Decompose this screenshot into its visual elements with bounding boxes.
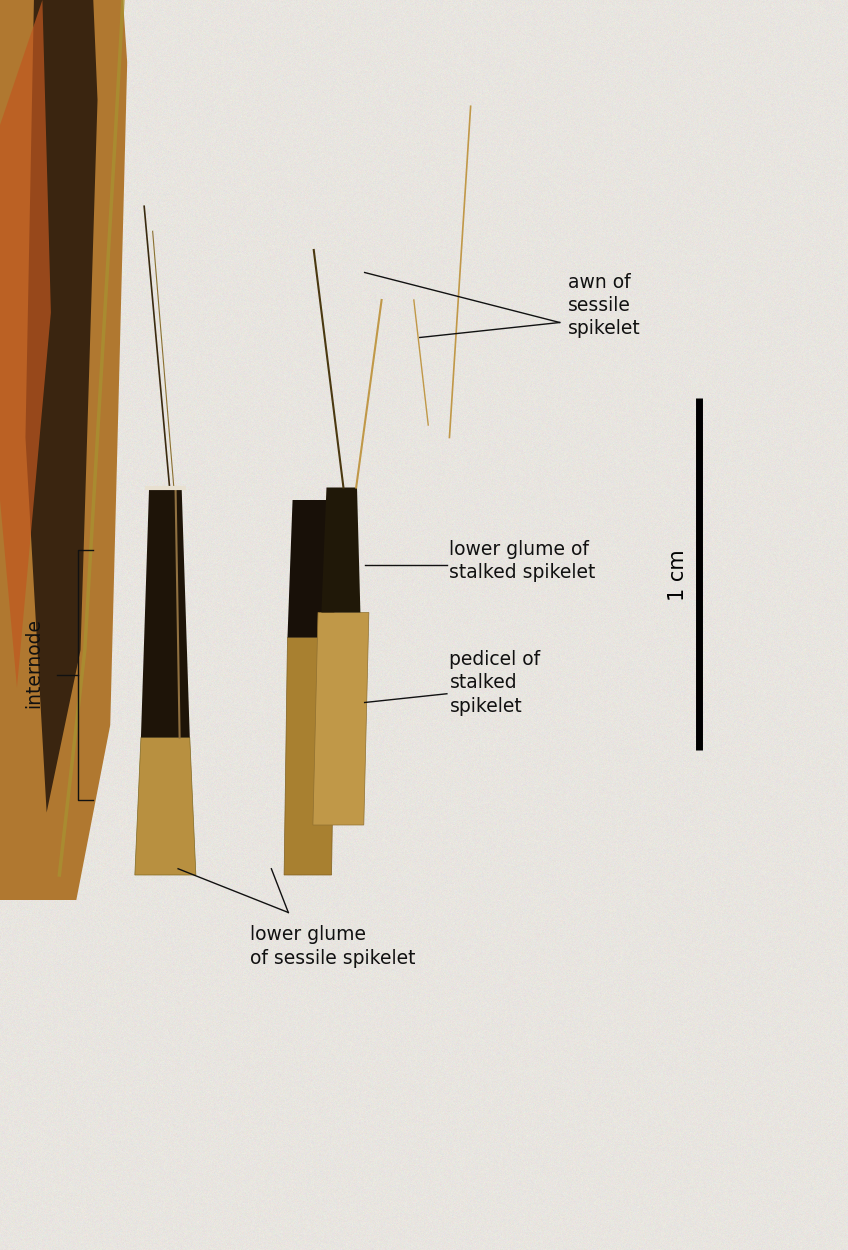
Text: lower glume
of sessile spikelet: lower glume of sessile spikelet bbox=[250, 925, 416, 968]
Text: internode: internode bbox=[25, 618, 43, 708]
Polygon shape bbox=[0, 0, 51, 688]
Polygon shape bbox=[135, 738, 196, 875]
Text: lower glume of
stalked spikelet: lower glume of stalked spikelet bbox=[449, 540, 596, 582]
Text: awn of
sessile
spikelet: awn of sessile spikelet bbox=[568, 272, 641, 339]
Polygon shape bbox=[284, 638, 335, 875]
Polygon shape bbox=[321, 488, 360, 612]
Polygon shape bbox=[141, 488, 190, 738]
Polygon shape bbox=[0, 0, 127, 900]
Polygon shape bbox=[287, 500, 335, 638]
Text: pedicel of
stalked
spikelet: pedicel of stalked spikelet bbox=[449, 650, 540, 716]
Polygon shape bbox=[313, 612, 369, 825]
Text: 1 cm: 1 cm bbox=[668, 549, 689, 601]
Polygon shape bbox=[25, 0, 98, 812]
